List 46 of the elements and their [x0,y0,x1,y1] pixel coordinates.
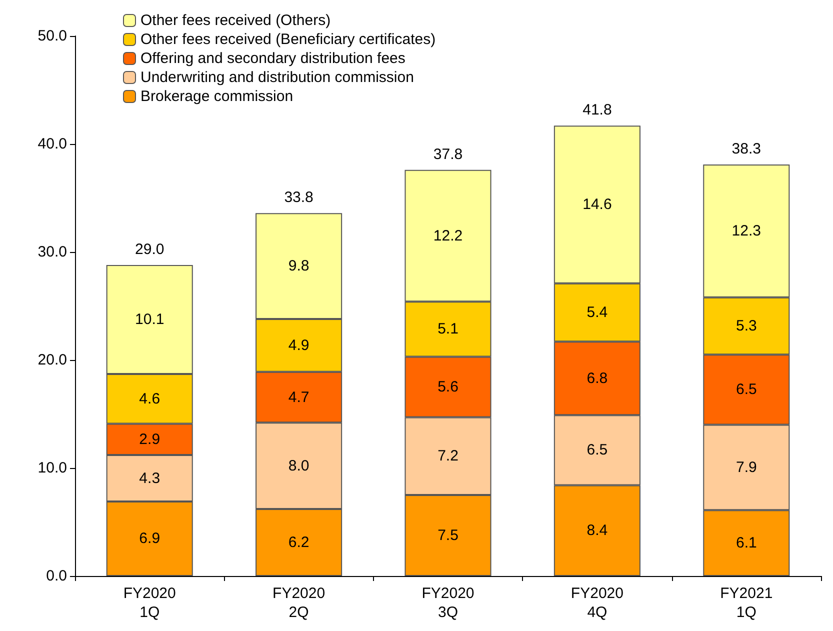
y-tick-label: 20.0 [38,352,67,368]
x-tick-label: FY2020 4Q [570,585,624,621]
data-label: 6.8 [586,370,608,387]
data-label: 4.6 [139,390,160,408]
x-tick-label: FY2020 3Q [422,585,474,621]
y-tick-label: 50.0 [38,28,67,44]
legend-label: Offering and secondary distribution fees [140,50,406,67]
data-label: 5.6 [438,378,458,396]
data-label: 2.9 [139,430,160,448]
x-tick-label: FY2021 1Q [720,585,773,621]
data-label: 12.2 [433,227,463,244]
data-label: 8.0 [288,457,310,474]
data-label: 6.1 [736,534,757,552]
data-label: 4.9 [288,336,310,354]
total-label: 41.8 [582,102,612,119]
total-label: 38.3 [732,140,761,158]
total-label: 29.0 [135,240,164,258]
data-label: 7.5 [438,527,458,544]
data-label: 5.3 [736,317,757,334]
legend-label: Other fees received (Beneficiary certificates) [140,31,436,48]
y-tick-label: 10.0 [38,460,67,476]
data-label: 7.9 [736,458,757,476]
legend-label: Brokerage commission [140,88,294,105]
y-tick-label: 30.0 [38,244,67,260]
data-label: 5.4 [586,304,608,321]
data-label: 10.1 [135,311,164,328]
data-label: 8.4 [586,522,608,540]
data-label: 9.8 [288,258,310,275]
legend-label: Underwriting and distribution commission [140,69,414,86]
total-label: 37.8 [433,146,463,163]
data-label: 4.3 [139,470,160,487]
data-label: 5.1 [438,320,458,338]
data-label: 6.5 [736,381,757,398]
data-label: 6.5 [586,442,608,459]
legend-label: Other fees received (Others) [140,12,331,29]
data-label: 6.2 [288,534,310,552]
x-tick-label: FY2020 2Q [272,585,326,621]
total-label: 33.8 [284,189,314,206]
data-label: 6.9 [139,530,160,548]
data-label: 7.2 [438,448,458,465]
x-tick-label: FY2020 1Q [123,585,176,621]
data-label: 4.7 [288,388,310,406]
y-tick-label: 40.0 [38,136,67,152]
y-tick-label: 0.0 [46,568,67,584]
data-label: 14.6 [582,196,612,213]
data-label: 12.3 [732,222,761,240]
